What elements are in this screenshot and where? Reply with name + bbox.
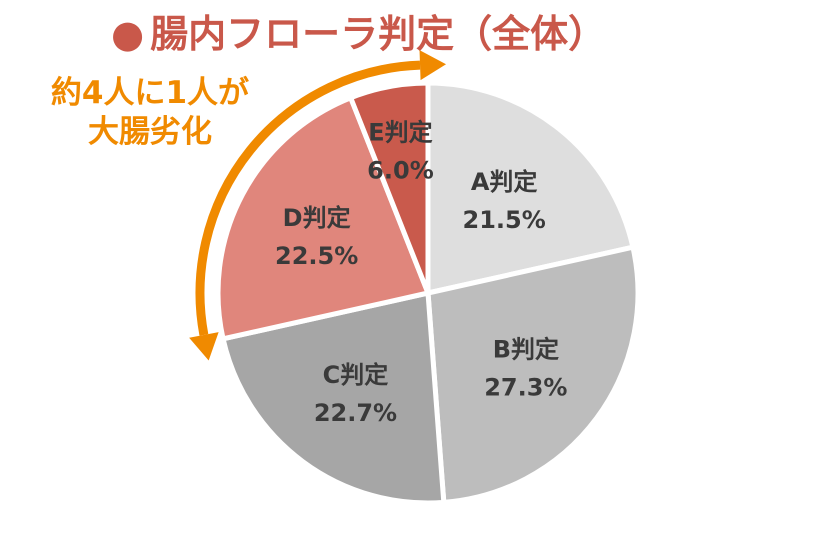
slice-value-E判定: 6.0% xyxy=(367,157,434,185)
slice-label-E判定: E判定 xyxy=(368,119,432,147)
callout-arrowhead-start xyxy=(189,332,219,361)
pie-slice-B判定 xyxy=(425,244,641,505)
callout-arrowhead-end xyxy=(419,50,447,81)
slice-value-D判定: 22.5% xyxy=(275,242,358,270)
pie-labels: A判定 21.5% B判定 27.3% C判定 22.7% D判定 22.5% E判定 6.0% xyxy=(275,119,567,427)
pie-slice-C判定 xyxy=(220,290,447,506)
slice-value-A判定: 21.5% xyxy=(463,206,546,234)
slice-label-C判定: C判定 xyxy=(323,361,389,389)
callout-line-1: 約4人に1人が xyxy=(51,75,249,111)
title-bullet: ● xyxy=(111,12,144,56)
slice-label-D判定: D判定 xyxy=(283,204,351,232)
slice-value-C判定: 22.7% xyxy=(314,399,397,427)
pie-slice-A判定 xyxy=(425,80,636,296)
pie-slice-E判定 xyxy=(348,80,431,296)
callout-line-2: 大腸劣化 xyxy=(88,114,212,150)
slice-label-B判定: B判定 xyxy=(493,336,559,364)
pie-slice-D判定 xyxy=(215,95,431,342)
pie-slices xyxy=(215,80,641,506)
slice-value-B判定: 27.3% xyxy=(484,374,567,402)
chart-title: ● 腸内フローラ判定（全体） xyxy=(111,12,606,56)
slice-label-A判定: A判定 xyxy=(471,168,538,196)
callout-arc-arrow xyxy=(195,60,421,336)
title-text: 腸内フローラ判定（全体） xyxy=(150,12,606,56)
